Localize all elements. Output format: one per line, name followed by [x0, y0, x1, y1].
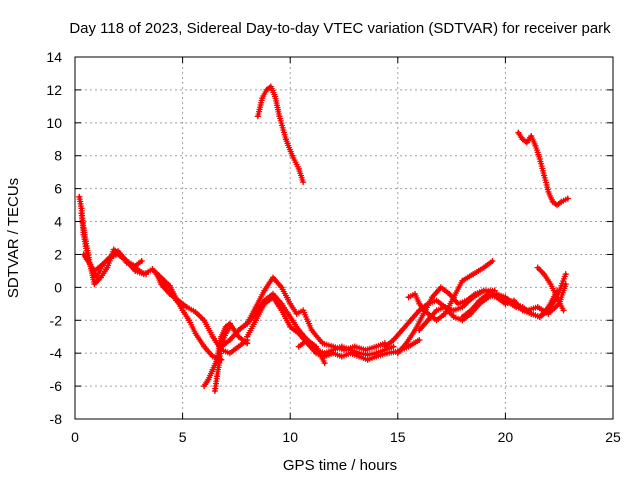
y-tick-label: -8 — [50, 411, 63, 427]
x-tick-label: 10 — [282, 429, 298, 445]
plot-border — [74, 56, 614, 420]
x-tick-label: 0 — [71, 429, 79, 445]
series-arc-19 — [515, 129, 571, 209]
x-tick-label: 25 — [605, 429, 621, 445]
x-tick-label: 20 — [498, 429, 514, 445]
series-arc-14 — [405, 258, 496, 324]
chart-title: Day 118 of 2023, Sidereal Day-to-day VTE… — [69, 20, 611, 37]
series-arc-5 — [149, 266, 225, 363]
y-axis-label: SDTVAR / TECUs — [5, 178, 22, 298]
y-tick-label: 2 — [54, 246, 62, 262]
plus-marker-trail — [295, 337, 328, 367]
series-arc-11 — [295, 337, 328, 367]
y-tick-label: 12 — [46, 82, 62, 98]
series-arc-18 — [534, 264, 567, 314]
y-tick-label: 10 — [46, 115, 62, 131]
y-tick-label: 0 — [54, 279, 62, 295]
plus-marker-trail — [534, 264, 567, 314]
y-tick-label: -6 — [50, 378, 63, 394]
series-arc-3 — [80, 248, 145, 274]
y-tick-label: -4 — [50, 345, 63, 361]
y-tick-label: 14 — [46, 49, 62, 65]
series-arc-6 — [201, 320, 251, 390]
plus-marker-trail — [254, 83, 307, 186]
y-tick-label: -2 — [50, 312, 63, 328]
x-tick-label: 15 — [390, 429, 406, 445]
series-arc-12 — [254, 83, 307, 186]
series-arc-7 — [211, 323, 233, 395]
grid — [75, 57, 613, 419]
plus-marker-trail — [149, 266, 225, 363]
y-tick-label: 4 — [54, 214, 62, 230]
data-marks — [76, 83, 571, 395]
plus-marker-trail — [515, 129, 571, 209]
x-axis-label: GPS time / hours — [283, 457, 397, 474]
y-tick-label: 8 — [54, 148, 62, 164]
plus-marker-trail — [80, 248, 145, 274]
plus-marker-trail — [459, 287, 560, 320]
axis-ticks: 0 5 10 15 20 25 -8 -6 -4 -2 0 2 4 6 8 10 12 14 — [46, 49, 621, 445]
y-tick-label: 6 — [54, 181, 62, 197]
series-arc-10 — [244, 294, 423, 363]
x-tick-label: 5 — [179, 429, 187, 445]
series-arc-17 — [459, 287, 561, 320]
